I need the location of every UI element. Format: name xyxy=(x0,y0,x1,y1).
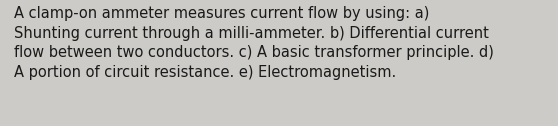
Text: A clamp-on ammeter measures current flow by using: a)
Shunting current through a: A clamp-on ammeter measures current flow… xyxy=(14,6,494,80)
